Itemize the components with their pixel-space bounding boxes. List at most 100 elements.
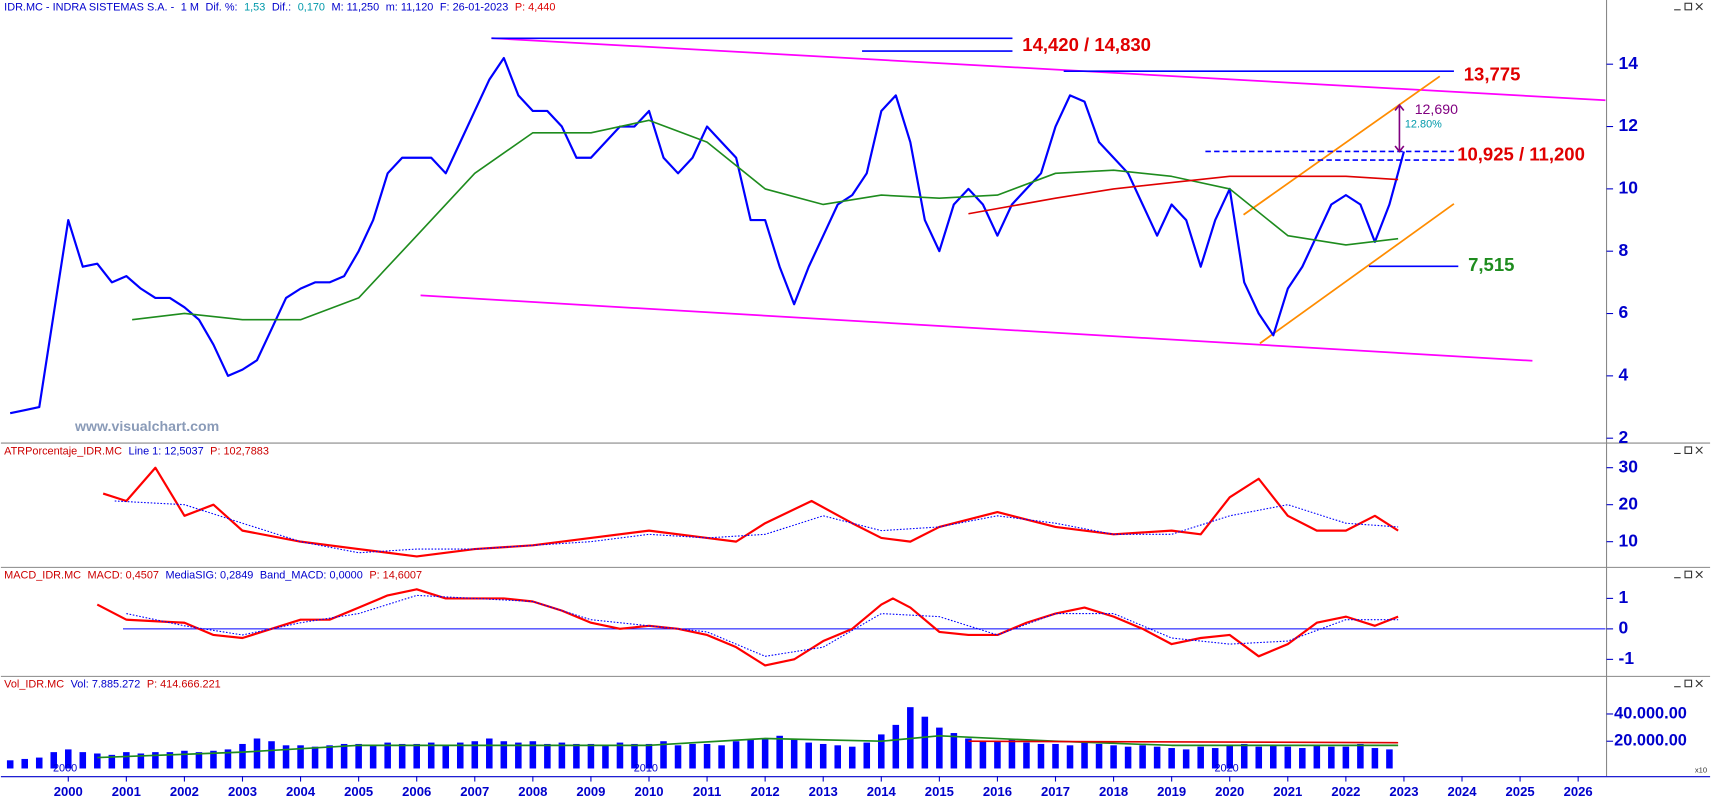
x-tick-label: 2017 bbox=[1041, 784, 1070, 799]
volume-bar bbox=[253, 738, 261, 769]
series-line bbox=[97, 734, 1399, 759]
volume-bar bbox=[674, 745, 682, 769]
volume-bar bbox=[413, 743, 420, 769]
scale-note: x10 bbox=[1695, 766, 1707, 775]
volume-bar bbox=[834, 745, 842, 769]
volume-bar bbox=[747, 739, 754, 769]
volume-bar bbox=[1095, 743, 1103, 769]
volume-bar bbox=[137, 753, 145, 769]
close-button[interactable] bbox=[1695, 446, 1703, 454]
volume-bar bbox=[761, 738, 769, 769]
volume-bar bbox=[1240, 743, 1248, 769]
volume-bar bbox=[645, 743, 653, 769]
volume-bar bbox=[1197, 746, 1204, 769]
y-tick-label: 0 bbox=[1619, 617, 1629, 637]
volume-bar bbox=[282, 745, 290, 769]
volume-bar bbox=[616, 742, 624, 769]
x-tick-label: 2023 bbox=[1389, 784, 1418, 799]
volume-bar bbox=[573, 743, 580, 769]
x-tick-label: 2001 bbox=[112, 784, 141, 799]
trend-lines bbox=[420, 37, 1606, 362]
maximize-button[interactable] bbox=[1684, 570, 1693, 579]
volume-bar bbox=[558, 742, 566, 769]
volume-bar bbox=[1153, 746, 1161, 769]
close-button[interactable] bbox=[1695, 679, 1703, 688]
x-tick-label: 2019 bbox=[1157, 784, 1186, 799]
volume-bar bbox=[805, 742, 812, 769]
header-item: Vol: 7.885.272 bbox=[71, 678, 141, 690]
volume-bar bbox=[35, 757, 43, 769]
volume-bar bbox=[1371, 748, 1379, 769]
volume-bar bbox=[1284, 746, 1292, 769]
volume-bar bbox=[456, 742, 464, 769]
maximize-button[interactable] bbox=[1684, 446, 1693, 455]
volume-bar bbox=[1066, 745, 1074, 769]
x-tick-label: 2018 bbox=[1099, 784, 1128, 799]
volume-bar bbox=[210, 750, 217, 769]
x-tick-label: 2021 bbox=[1273, 784, 1302, 799]
x-tick-label: 2025 bbox=[1506, 784, 1535, 799]
maximize-button[interactable] bbox=[1684, 679, 1693, 688]
volume-bar bbox=[965, 738, 972, 769]
close-button[interactable] bbox=[1695, 2, 1703, 11]
header-item: Vol_IDR.MC bbox=[4, 678, 64, 690]
x-tick-label: 2010 bbox=[634, 784, 663, 799]
header-item: F: 26-01-2023 bbox=[440, 2, 508, 14]
y-tick-label: 20.000.00 bbox=[1614, 732, 1687, 750]
volume-bar bbox=[819, 743, 827, 769]
volume-bar bbox=[1255, 746, 1263, 769]
volume-bar bbox=[994, 741, 1001, 769]
volume-bar bbox=[1110, 745, 1117, 769]
volume-bar bbox=[1226, 745, 1233, 769]
header-item: 1,53 bbox=[244, 2, 265, 14]
volume-bar bbox=[1313, 745, 1321, 769]
annotation-label: 13,775 bbox=[1464, 63, 1521, 84]
series-line bbox=[102, 466, 1399, 558]
header-item: MACD: 0,4507 bbox=[88, 569, 159, 581]
volume-bar bbox=[1139, 745, 1146, 769]
y-tick-label: 10 bbox=[1619, 177, 1638, 197]
y-tick-label: 14 bbox=[1619, 53, 1639, 73]
header-item: P: 4,440 bbox=[515, 2, 556, 14]
volume-bar bbox=[1386, 749, 1393, 769]
channel-upper bbox=[1243, 75, 1441, 216]
x-tick-label: 2007 bbox=[460, 784, 489, 799]
close-button[interactable] bbox=[1695, 570, 1703, 579]
volume-bar bbox=[848, 746, 856, 769]
volume-bar bbox=[1328, 746, 1335, 769]
volume-bar bbox=[224, 749, 232, 769]
annotation-label: 7,515 bbox=[1468, 254, 1514, 275]
volume-bar bbox=[689, 743, 696, 769]
x-tick-label: 2011 bbox=[693, 784, 721, 799]
volume-bar bbox=[384, 742, 391, 769]
series-line bbox=[968, 175, 1399, 215]
annotation-sublabel: 12.80% bbox=[1405, 119, 1442, 131]
y-tick-label: 8 bbox=[1619, 240, 1629, 260]
x-tick-label: 2020 bbox=[1215, 784, 1244, 799]
volume-bar bbox=[1081, 742, 1088, 769]
maximize-button[interactable] bbox=[1684, 2, 1693, 11]
volume-bar bbox=[515, 742, 522, 769]
annotation-label: 12,690 bbox=[1415, 102, 1458, 118]
volume-bar bbox=[442, 745, 450, 769]
volume-bar bbox=[326, 745, 333, 769]
x-tick-label: 2006 bbox=[402, 784, 431, 799]
volume-bar bbox=[587, 743, 595, 769]
volume-bar bbox=[1168, 748, 1175, 769]
header-item: MediaSIG: 0,2849 bbox=[166, 569, 254, 581]
series-line bbox=[968, 740, 1399, 744]
header-item: Band_MACD: 0,0000 bbox=[260, 569, 363, 581]
volume-bar bbox=[1037, 743, 1045, 769]
series-line bbox=[96, 588, 1399, 667]
decade-label: 2020 bbox=[1214, 762, 1238, 774]
volume-bar bbox=[1211, 748, 1219, 769]
series-line bbox=[9, 56, 1405, 415]
volume-bar bbox=[863, 742, 871, 769]
volume-bar bbox=[123, 752, 130, 769]
volume-bar bbox=[1270, 745, 1277, 769]
header-item: 0,170 bbox=[298, 2, 325, 14]
volume-bar bbox=[1052, 743, 1059, 769]
volume-bar bbox=[108, 754, 116, 769]
y-tick-label: 40.000.00 bbox=[1614, 704, 1687, 722]
arrow-head bbox=[1394, 103, 1405, 153]
